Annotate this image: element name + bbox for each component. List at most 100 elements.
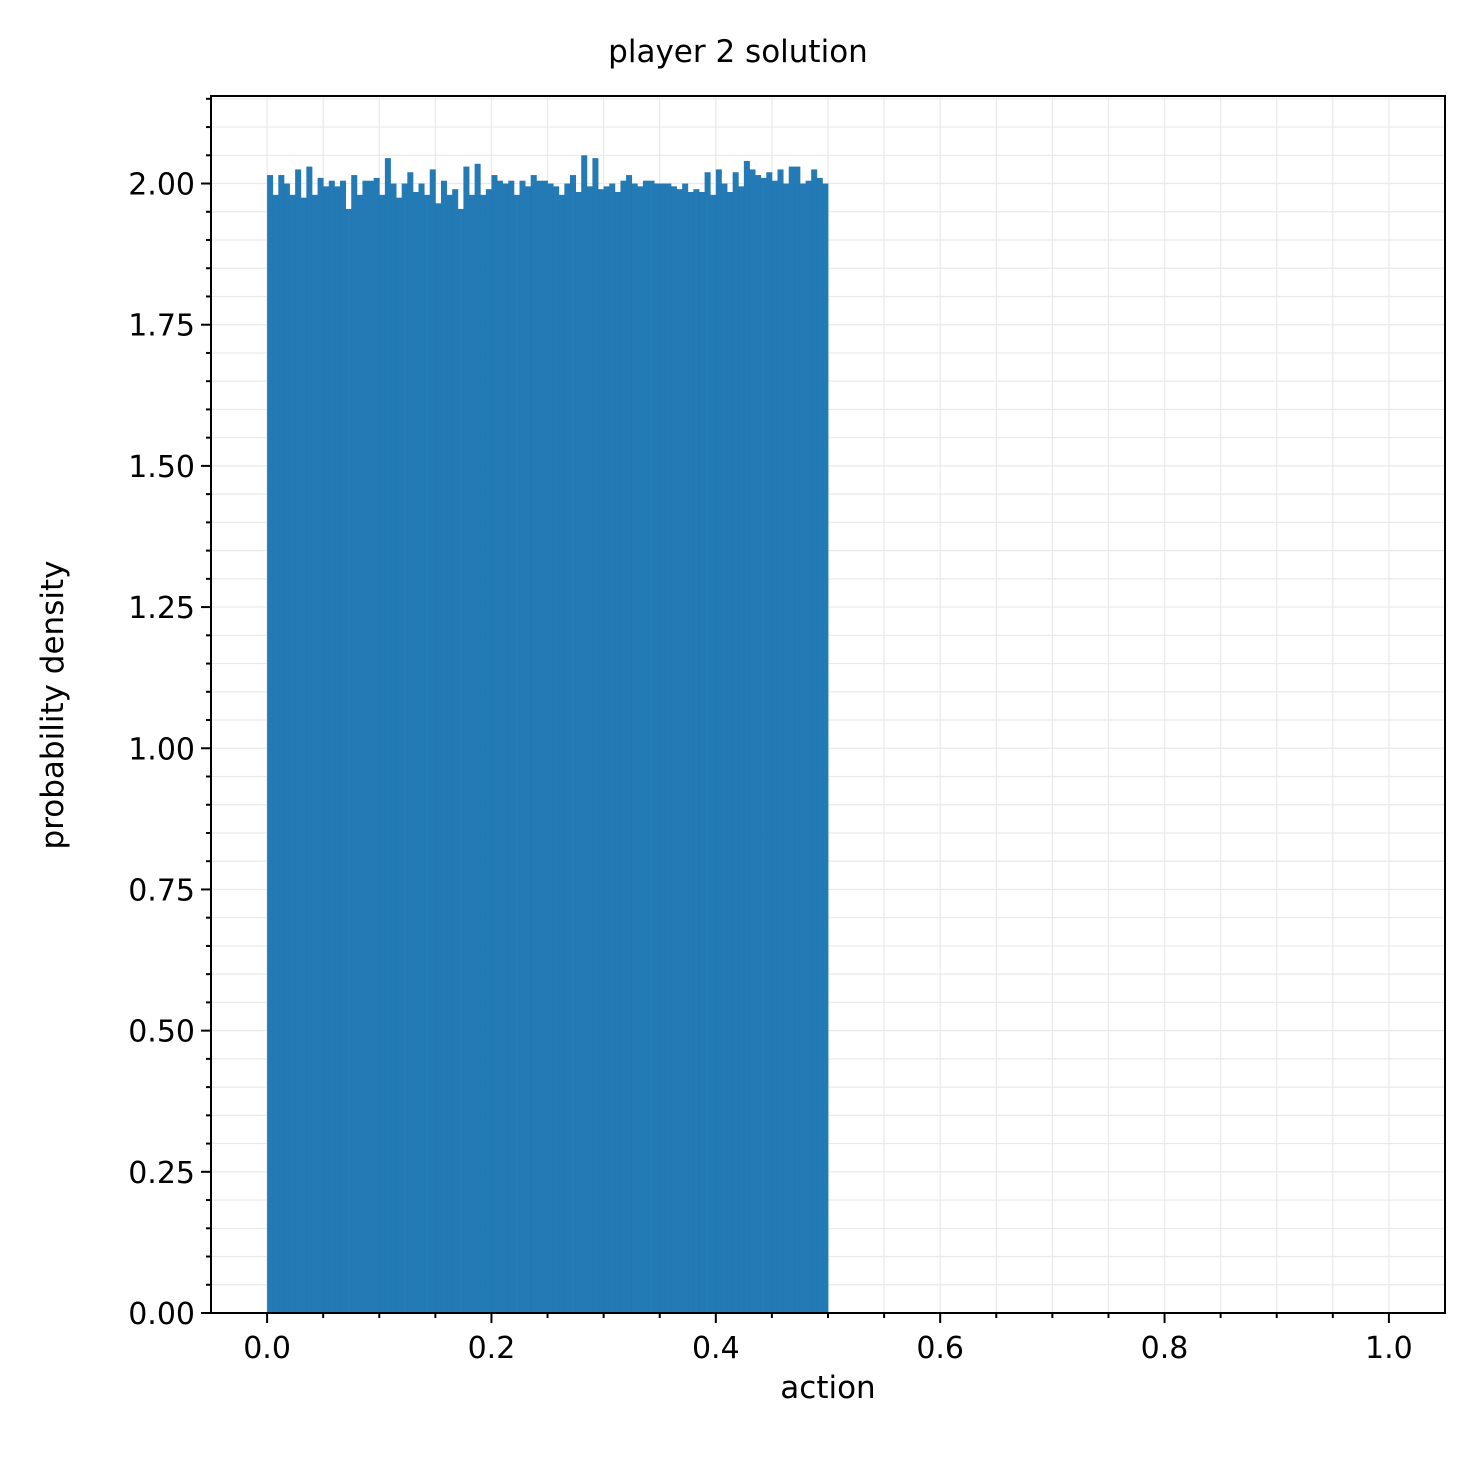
histogram-bar	[480, 194, 487, 1313]
y-axis-label: probability density	[35, 561, 71, 850]
histogram-bar	[334, 186, 341, 1314]
histogram-bar	[497, 180, 504, 1314]
x-tick-label: 0.4	[692, 1331, 740, 1366]
histogram-bar	[362, 180, 369, 1314]
histogram-bar	[783, 183, 790, 1313]
y-tick-label: 1.25	[128, 591, 195, 626]
histogram-bar	[547, 183, 554, 1313]
y-tick-label: 0.50	[128, 1015, 195, 1050]
histogram-bar	[311, 194, 318, 1313]
y-tick-label: 0.25	[128, 1156, 195, 1191]
histogram-bar	[323, 186, 330, 1314]
histogram-bar	[457, 208, 464, 1313]
histogram-bar	[642, 180, 649, 1314]
histogram-bar	[777, 169, 784, 1314]
histogram-bar	[485, 189, 492, 1314]
histogram-bar	[328, 180, 335, 1314]
histogram-bar	[474, 163, 481, 1314]
histogram-bar	[715, 169, 722, 1314]
histogram-bar	[755, 175, 762, 1314]
histogram-bar	[816, 177, 823, 1313]
histogram-bar	[637, 186, 644, 1314]
histogram-bar	[614, 192, 621, 1313]
y-tick-label: 0.75	[128, 873, 195, 908]
histogram-bar	[603, 186, 610, 1314]
ticks-layer	[201, 97, 1390, 1323]
histogram-bar	[283, 183, 290, 1313]
histogram-bar	[721, 183, 728, 1313]
histogram-bar	[502, 183, 509, 1313]
histogram-bar	[738, 186, 745, 1314]
histogram-bar	[379, 194, 386, 1313]
labels-layer: 0.0 0.2 0.4 0.6 0.8 1.0 0.00 0.25 0.50 0.75 1.00 1.…	[128, 168, 1413, 1366]
y-tick-label: 2.00	[128, 168, 195, 203]
x-tick-label: 0.6	[916, 1331, 964, 1366]
histogram-bar	[513, 194, 520, 1313]
histogram-bar	[626, 175, 633, 1314]
histogram-bar	[620, 180, 627, 1314]
histogram-bar	[278, 175, 285, 1314]
histogram-bar	[687, 192, 694, 1313]
histogram-bar	[654, 183, 661, 1313]
histogram-bar	[727, 192, 734, 1313]
histogram-bar	[788, 166, 795, 1313]
histogram-bar	[766, 172, 773, 1313]
histogram-bar	[519, 180, 526, 1314]
histogram-bar	[412, 192, 419, 1313]
histogram-bar	[799, 183, 806, 1313]
bars-layer	[267, 155, 829, 1314]
histogram-bar	[670, 186, 677, 1314]
histogram-bar	[592, 158, 599, 1314]
x-tick-label: 1.0	[1365, 1331, 1413, 1366]
histogram-bar	[665, 183, 672, 1313]
histogram-bar	[401, 183, 408, 1313]
histogram-bar	[289, 194, 296, 1313]
histogram-bar	[525, 186, 532, 1314]
histogram-bar	[351, 175, 358, 1314]
histogram-bar	[491, 175, 498, 1314]
histogram-bar	[407, 172, 414, 1313]
histogram-bar	[558, 194, 565, 1313]
histogram-bar	[418, 183, 425, 1313]
histogram-bar	[508, 180, 515, 1314]
histogram-bar	[384, 158, 391, 1314]
histogram-bar	[794, 166, 801, 1313]
histogram-bar	[659, 183, 666, 1313]
histogram-bar	[676, 189, 683, 1314]
histogram-bar	[368, 180, 375, 1314]
y-tick-label: 1.75	[128, 309, 195, 344]
histogram-bar	[469, 194, 476, 1313]
histogram-bar	[771, 180, 778, 1314]
histogram-bar	[822, 183, 829, 1313]
histogram-bar	[452, 189, 459, 1314]
histogram-bar	[586, 186, 593, 1314]
histogram-bar	[569, 175, 576, 1314]
histogram-bar	[435, 203, 442, 1313]
histogram-bar	[440, 180, 447, 1314]
histogram-bar	[541, 180, 548, 1314]
x-tick-label: 0.2	[468, 1331, 516, 1366]
histogram-bar	[340, 180, 347, 1314]
histogram-bar	[693, 189, 700, 1314]
histogram-bar	[530, 175, 537, 1314]
histogram-bar	[317, 177, 324, 1313]
histogram-bar	[424, 194, 431, 1313]
chart-title: player 2 solution	[608, 34, 868, 70]
histogram-bar	[272, 194, 279, 1313]
histogram-bar	[463, 166, 470, 1313]
x-axis-label: action	[780, 1370, 875, 1406]
x-tick-label: 0.0	[243, 1331, 291, 1366]
histogram-bar	[267, 175, 274, 1314]
histogram-bar	[609, 183, 616, 1313]
histogram-bar	[710, 194, 717, 1313]
histogram-bar	[553, 186, 560, 1314]
histogram-bar	[306, 166, 313, 1313]
histogram-bar	[631, 183, 638, 1313]
histogram-bar	[345, 208, 352, 1313]
histogram-bar	[295, 169, 302, 1314]
histogram-bar	[396, 197, 403, 1313]
histogram-bar	[446, 194, 453, 1313]
histogram-bar	[704, 172, 711, 1313]
histogram-bar	[811, 169, 818, 1314]
